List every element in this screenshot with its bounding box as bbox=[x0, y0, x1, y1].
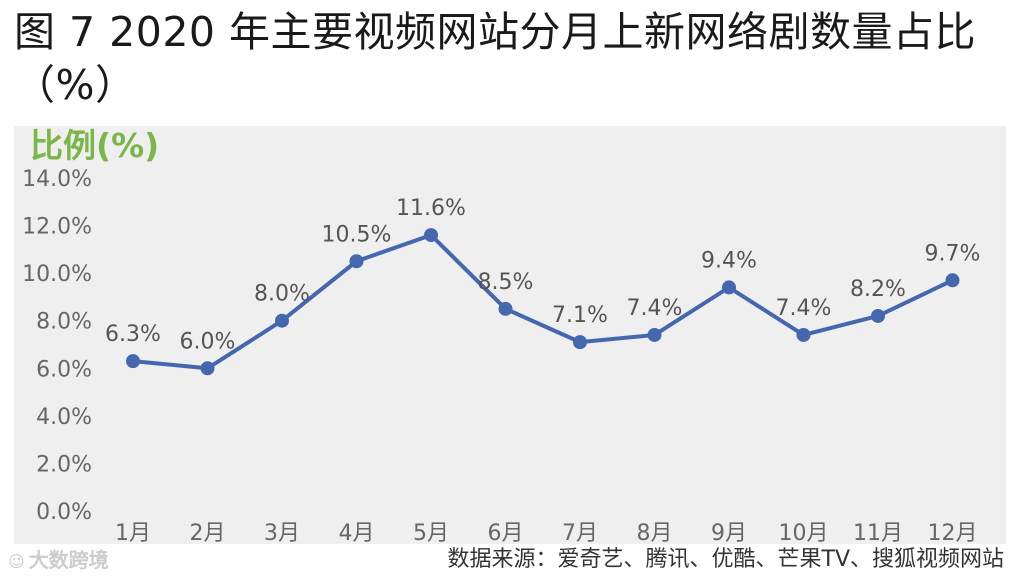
data-label: 8.0% bbox=[254, 282, 310, 307]
y-tick-labels: 0.0% 2.0% 4.0% 6.0% 8.0% 10.0% 12.0% 14.0% bbox=[22, 167, 92, 525]
x-tick-label: 9月 bbox=[711, 521, 747, 546]
data-label: 10.5% bbox=[322, 222, 392, 247]
data-label: 8.5% bbox=[478, 270, 534, 295]
data-label: 6.3% bbox=[105, 322, 161, 347]
series-polyline bbox=[132, 233, 954, 371]
data-point bbox=[871, 308, 885, 323]
y-tick-label: 4.0% bbox=[36, 405, 92, 430]
data-point bbox=[126, 354, 140, 369]
data-point bbox=[945, 273, 960, 288]
series-line bbox=[132, 233, 954, 371]
data-point bbox=[349, 254, 364, 269]
x-tick-label: 4月 bbox=[339, 521, 375, 546]
watermark-logo-icon: ☺ bbox=[8, 552, 25, 571]
data-label: 7.4% bbox=[627, 296, 683, 321]
x-tick-label: 10月 bbox=[779, 521, 829, 546]
plot-area bbox=[14, 126, 1006, 544]
data-point bbox=[275, 313, 289, 328]
data-label: 6.0% bbox=[180, 329, 236, 354]
data-markers bbox=[126, 228, 960, 376]
x-tick-label: 12月 bbox=[928, 521, 978, 546]
x-tick-label: 1月 bbox=[115, 521, 151, 546]
data-label: 9.7% bbox=[925, 241, 981, 266]
data-labels: 6.3% 6.0% 8.0% 10.5%11.6% 8.5% 7.1% 7.4% 9.4% 7.… bbox=[105, 196, 980, 354]
data-point bbox=[424, 228, 438, 243]
y-tick-label: 2.0% bbox=[36, 452, 92, 477]
data-label: 7.4% bbox=[776, 296, 832, 321]
data-point bbox=[647, 327, 662, 342]
data-source: 数据来源：爱奇艺、腾讯、优酷、芒果TV、搜狐视频网站 bbox=[447, 547, 1005, 572]
y-tick-label: 6.0% bbox=[36, 357, 92, 382]
data-point bbox=[573, 335, 587, 350]
x-tick-label: 11月 bbox=[853, 521, 903, 546]
data-label: 9.4% bbox=[701, 248, 757, 273]
data-label: 8.2% bbox=[850, 277, 906, 302]
y-tick-label: 14.0% bbox=[22, 167, 92, 192]
data-point bbox=[796, 327, 811, 342]
chart-title: 图 7 2020 年主要视频网站分月上新网络剧数量占比（%） bbox=[14, 8, 977, 109]
y-tick-label: 8.0% bbox=[36, 310, 92, 335]
x-tick-labels: 1月 2月 3月 4月 5月 6月 7月 8月 9月 10月 11月 12月 bbox=[115, 521, 978, 546]
data-label: 11.6% bbox=[396, 196, 466, 221]
x-tick-label: 2月 bbox=[190, 521, 226, 546]
data-point bbox=[200, 361, 215, 376]
x-tick-label: 3月 bbox=[264, 521, 300, 546]
watermark: ☺ 大数跨境 bbox=[8, 545, 109, 577]
x-tick-label: 7月 bbox=[562, 521, 598, 546]
y-tick-label: 10.0% bbox=[22, 262, 92, 287]
data-point bbox=[722, 280, 736, 295]
y-tick-label: 12.0% bbox=[22, 215, 92, 240]
x-tick-label: 8月 bbox=[637, 521, 673, 546]
y-tick-label: 0.0% bbox=[36, 500, 92, 525]
x-tick-label: 6月 bbox=[488, 521, 524, 546]
watermark-text: 大数跨境 bbox=[28, 548, 109, 572]
x-tick-label: 5月 bbox=[413, 521, 449, 546]
data-point bbox=[498, 301, 513, 316]
y-axis-title: 比例(%) bbox=[30, 126, 160, 165]
data-label: 7.1% bbox=[552, 303, 608, 328]
